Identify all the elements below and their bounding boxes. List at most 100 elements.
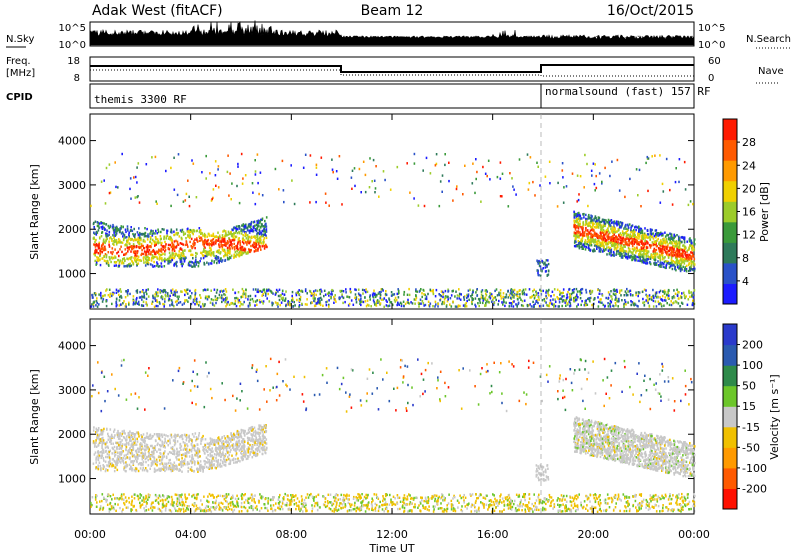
data-cell <box>150 253 152 255</box>
data-cell <box>127 506 129 508</box>
data-cell <box>541 270 543 272</box>
data-cell <box>189 290 191 292</box>
data-cell <box>157 305 159 307</box>
data-cell <box>129 263 131 265</box>
data-cell <box>545 503 547 505</box>
data-cell <box>242 296 244 298</box>
data-cell <box>591 174 593 176</box>
data-cell <box>624 250 626 252</box>
data-cell <box>602 219 604 221</box>
data-cell <box>612 254 614 256</box>
data-cell <box>654 263 656 265</box>
data-cell <box>181 230 183 232</box>
data-cell <box>97 245 99 247</box>
data-cell <box>253 242 255 244</box>
data-cell <box>182 243 184 245</box>
data-cell <box>208 295 210 297</box>
data-cell <box>158 253 160 255</box>
data-cell <box>598 305 600 307</box>
data-cell <box>332 169 334 171</box>
data-cell <box>337 178 339 180</box>
data-cell <box>173 243 175 245</box>
data-cell <box>693 249 695 251</box>
data-cell <box>655 300 657 302</box>
data-cell <box>661 242 663 244</box>
data-cell <box>606 253 608 255</box>
data-cell <box>127 225 129 227</box>
data-cell <box>604 250 606 252</box>
data-cell <box>531 503 533 505</box>
data-cell <box>239 305 241 307</box>
data-cell <box>516 291 518 293</box>
data-cell <box>204 289 206 291</box>
data-cell <box>160 235 162 237</box>
data-cell <box>145 235 147 237</box>
data-cell <box>578 199 580 201</box>
data-cell <box>138 237 140 239</box>
data-cell <box>529 288 531 290</box>
data-cell <box>662 252 664 254</box>
data-cell <box>584 154 586 156</box>
data-cell <box>272 292 274 294</box>
data-cell <box>563 295 565 297</box>
data-cell <box>642 291 644 293</box>
data-cell <box>157 242 159 244</box>
data-cell <box>131 256 133 258</box>
data-cell <box>181 237 183 239</box>
data-cell <box>315 201 317 203</box>
data-cell <box>289 304 291 306</box>
data-cell <box>593 223 595 225</box>
data-cell <box>689 254 691 256</box>
data-cell <box>522 290 524 292</box>
data-cell <box>610 242 612 244</box>
data-cell <box>230 244 232 246</box>
data-cell <box>138 256 140 258</box>
data-cell <box>378 300 380 302</box>
data-cell <box>603 229 605 231</box>
data-cell <box>248 305 250 307</box>
data-cell <box>615 304 617 306</box>
ytick-label: 1000 <box>58 268 86 281</box>
data-cell <box>97 225 99 227</box>
data-cell <box>211 252 213 254</box>
data-cell <box>519 290 521 292</box>
data-cell <box>601 238 603 240</box>
data-cell <box>596 187 598 189</box>
data-cell <box>638 235 640 237</box>
data-cell <box>266 290 268 292</box>
data-cell <box>236 297 238 299</box>
data-cell <box>650 238 652 240</box>
data-cell <box>671 498 673 500</box>
data-cell <box>665 251 667 253</box>
data-cell <box>220 251 222 253</box>
data-cell <box>230 241 232 243</box>
data-cell <box>672 203 674 205</box>
data-cell <box>497 176 499 178</box>
data-cell <box>136 166 138 168</box>
data-cell <box>681 241 683 243</box>
data-cell <box>611 298 613 300</box>
data-cell <box>637 226 639 228</box>
data-cell <box>422 169 424 171</box>
data-cell <box>139 296 141 298</box>
nsky-strip: N.Sky 10^5 10^0 10^5 10^0 N.Search <box>6 20 792 51</box>
data-cell <box>463 501 465 503</box>
data-cell <box>613 293 615 295</box>
data-cell <box>305 154 307 156</box>
data-cell <box>205 177 207 179</box>
data-cell <box>181 494 183 496</box>
data-cell <box>251 237 253 239</box>
freq-label: Freq. <box>6 56 31 67</box>
data-cell <box>601 181 603 183</box>
data-cell <box>127 264 129 266</box>
data-cell <box>106 254 108 256</box>
data-cell <box>171 259 173 261</box>
data-cell <box>187 246 189 248</box>
data-cell <box>533 493 535 495</box>
data-cell <box>325 294 327 296</box>
data-cell <box>183 508 185 510</box>
data-cell <box>456 185 458 187</box>
data-cell <box>676 248 678 250</box>
data-cell <box>195 292 197 294</box>
